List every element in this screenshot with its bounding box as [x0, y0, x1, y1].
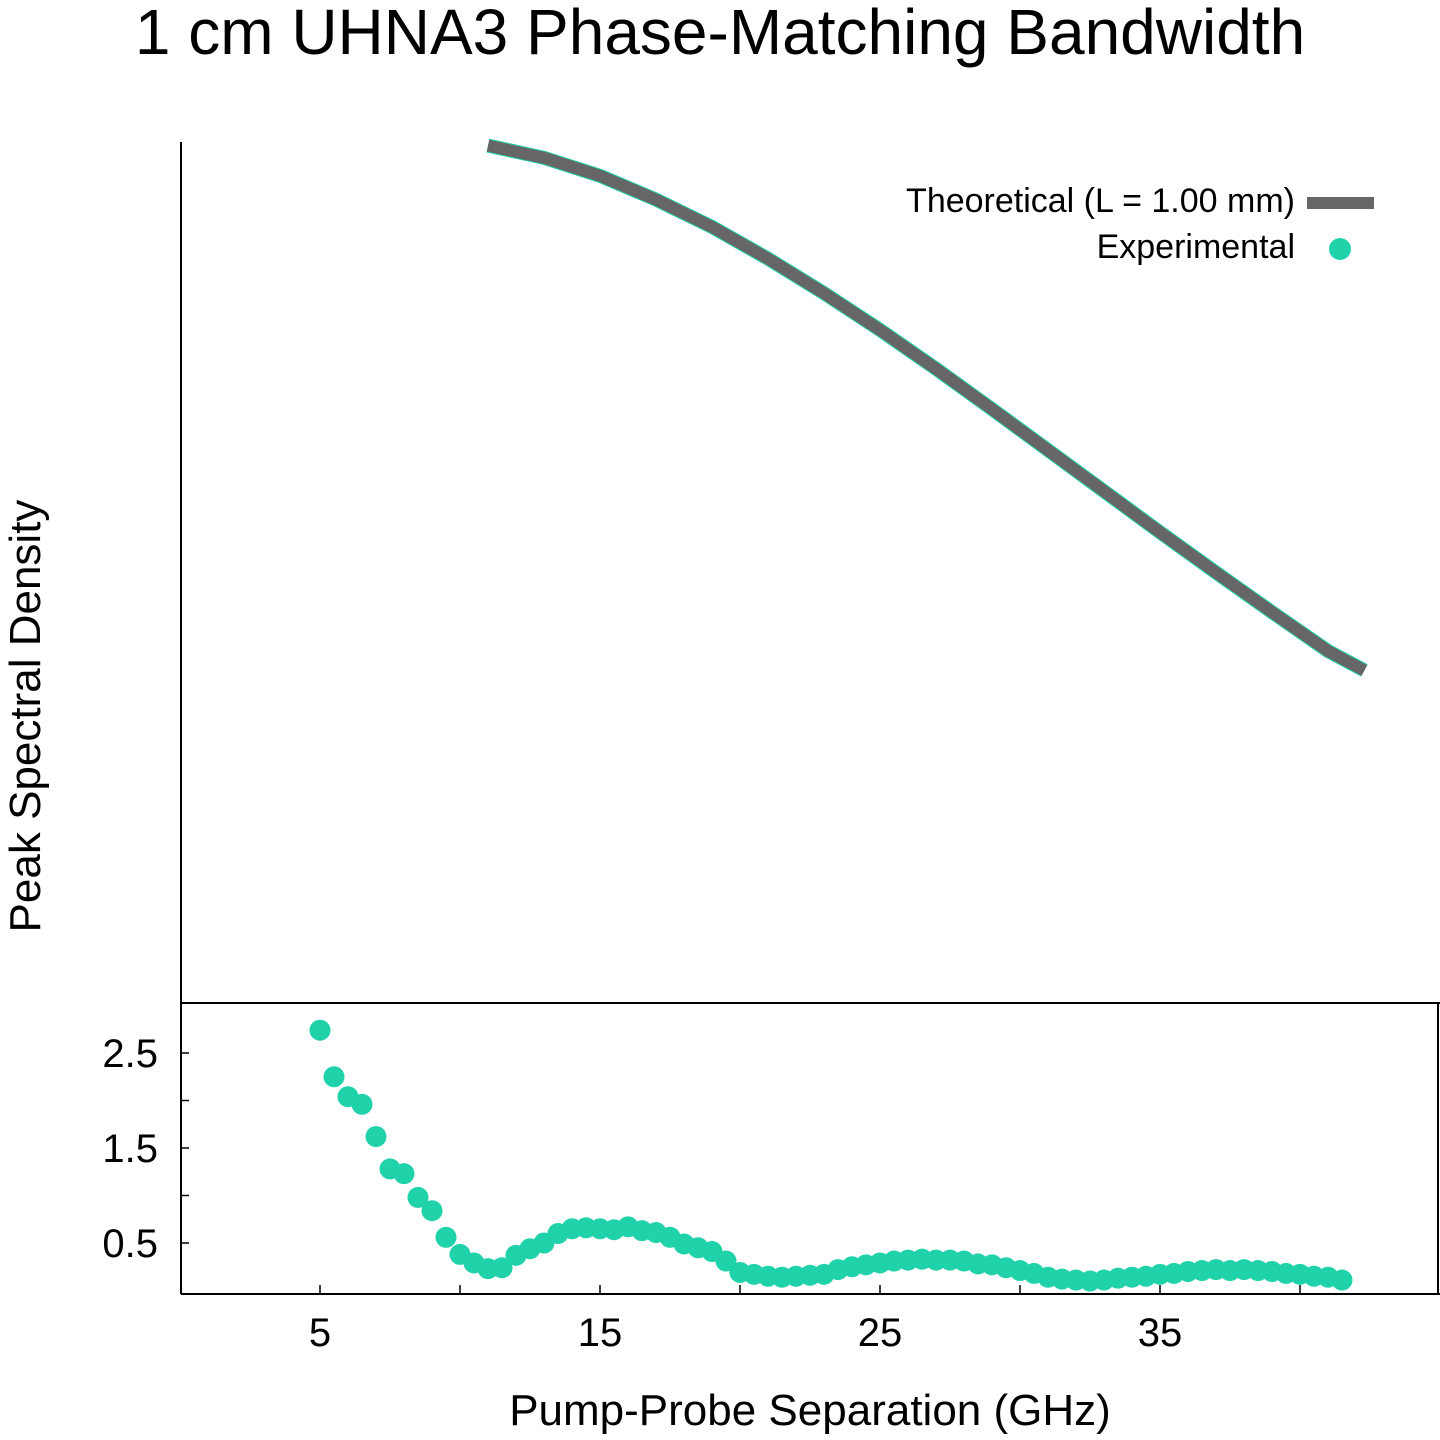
legend: Theoretical (L = 1.00 mm) Experimental [906, 182, 1374, 266]
x-tick-label: 35 [1138, 1311, 1183, 1355]
x-tick-label: 5 [309, 1311, 331, 1355]
experimental-point [393, 1163, 415, 1185]
chart-title: 1 cm UHNA3 Phase-Matching Bandwidth [135, 0, 1305, 68]
experimental-point [407, 1186, 429, 1208]
experimental-point [323, 1066, 345, 1088]
experimental-point [421, 1200, 443, 1222]
x-axis-label: Pump-Probe Separation (GHz) [509, 1386, 1111, 1435]
x-ticks: 5 15 25 35 [309, 1285, 1301, 1355]
legend-swatch-experimental [1329, 238, 1351, 260]
theoretical-line [486, 139, 1368, 676]
experimental-point [1331, 1269, 1353, 1291]
experimental-series [309, 1019, 1353, 1292]
experimental-point [435, 1226, 457, 1248]
y-tick-label: 1.5 [102, 1127, 158, 1171]
experimental-point [365, 1126, 387, 1148]
y-axis-label: Peak Spectral Density [1, 500, 50, 933]
x-tick-label: 25 [858, 1311, 903, 1355]
experimental-point [491, 1257, 513, 1279]
experimental-point [309, 1019, 331, 1041]
experimental-point [715, 1250, 737, 1272]
y-tick-label: 0.5 [102, 1222, 158, 1266]
experimental-point [351, 1093, 373, 1115]
x-tick-label: 15 [578, 1311, 623, 1355]
y-ticks: 2.5 1.5 0.5 [102, 1032, 189, 1266]
legend-label-experimental: Experimental [1097, 228, 1295, 266]
legend-label-theoretical: Theoretical (L = 1.00 mm) [906, 182, 1295, 220]
theoretical-series [486, 138, 1368, 677]
y-tick-label: 2.5 [102, 1032, 158, 1076]
